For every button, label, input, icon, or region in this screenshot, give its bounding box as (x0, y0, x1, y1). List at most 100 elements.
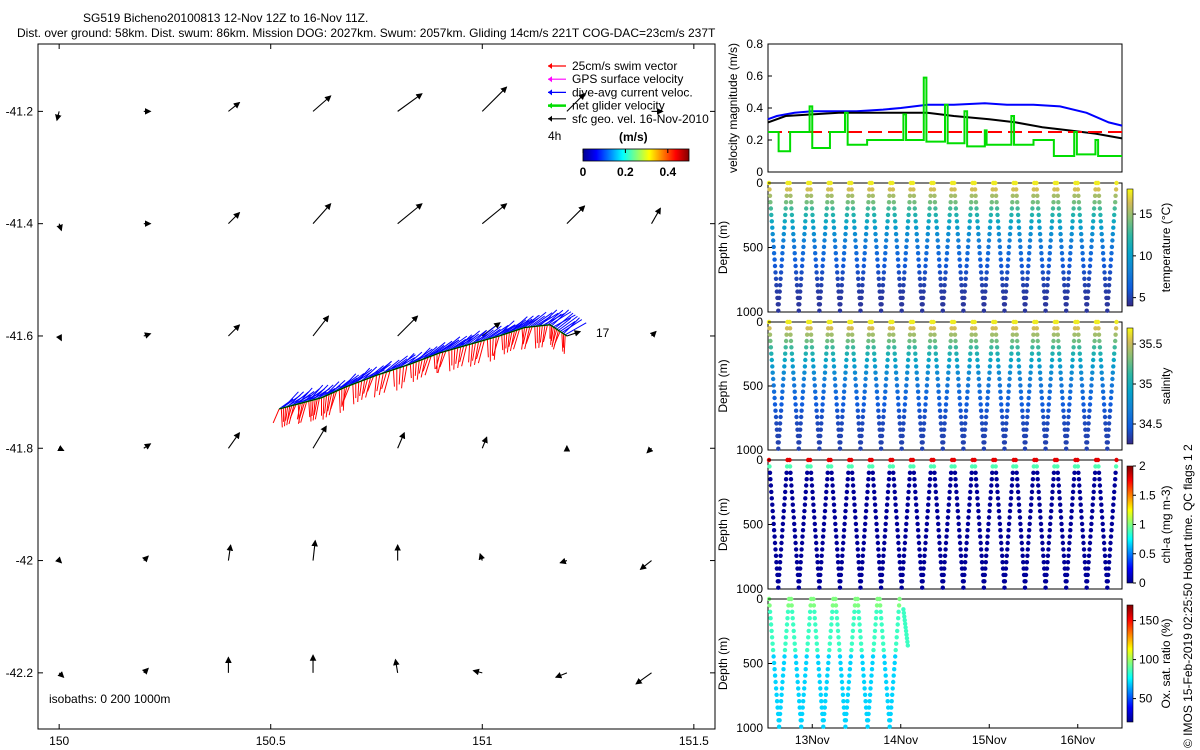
cast-point (862, 686, 867, 691)
cast-point (1085, 572, 1090, 578)
cast-point (957, 395, 962, 401)
geo-arrow (226, 544, 234, 561)
cast-point (964, 263, 969, 269)
cast-point (815, 283, 820, 288)
cast-point (862, 251, 867, 256)
cast-point (878, 609, 883, 614)
cast-point (1045, 553, 1051, 558)
cast-point (859, 647, 864, 653)
cast-point (1085, 302, 1090, 307)
cast-point (1058, 238, 1064, 243)
cast-point (780, 679, 785, 685)
cast-point (1070, 351, 1076, 356)
cast-point (769, 357, 774, 363)
cast-point (798, 283, 803, 288)
cast-point (1015, 212, 1021, 218)
cast-point (901, 607, 906, 612)
cast-point (1084, 308, 1089, 313)
cast-point (788, 477, 794, 482)
cast-point (957, 540, 963, 546)
cast-point (899, 446, 904, 451)
dive-current-vector (328, 379, 346, 395)
cast-point (802, 225, 808, 230)
cast-point (892, 206, 897, 211)
cast-point (838, 302, 843, 307)
cast-point (1085, 579, 1090, 584)
cast-point (839, 427, 844, 432)
cast-point (1082, 560, 1088, 565)
cast-point (1076, 332, 1081, 337)
swim-vector (311, 399, 314, 417)
cast-point (779, 534, 785, 539)
cast-point (860, 414, 865, 420)
cast-point (842, 244, 847, 250)
cast-point (890, 464, 896, 469)
cast-point (778, 553, 783, 558)
cast-point (993, 457, 998, 463)
cast-point (810, 357, 816, 363)
cast-point (850, 628, 856, 634)
cast-point (802, 508, 807, 514)
cast-point (943, 270, 948, 275)
cast-point (840, 547, 845, 552)
cast-point (934, 219, 939, 224)
cast-point (1080, 395, 1086, 401)
cast-point (976, 376, 981, 382)
cast-point (832, 238, 838, 243)
dive-current-vector (448, 338, 467, 351)
cast-point (841, 528, 847, 533)
cast-point (843, 370, 848, 375)
cast-point (1036, 496, 1042, 501)
cast-point (816, 667, 821, 672)
cast-point (902, 547, 907, 552)
cast-point (1027, 515, 1033, 520)
depth-axis-label: Depth (m) (716, 498, 730, 551)
cast-point (800, 257, 805, 262)
cast-point (1088, 395, 1093, 401)
cast-point (845, 483, 850, 488)
cast-point (998, 257, 1003, 262)
swim-vector (286, 406, 291, 426)
cast-point (791, 231, 796, 237)
cast-point (920, 585, 925, 590)
cast-point (1034, 326, 1040, 331)
cast-point (780, 521, 786, 527)
cast-point (953, 200, 958, 205)
cast-point (932, 332, 937, 337)
cast-point (845, 477, 850, 482)
cast-point (1079, 383, 1085, 388)
cast-point (845, 345, 850, 350)
cast-point (892, 660, 897, 666)
cast-point (1039, 395, 1045, 401)
cast-point (792, 395, 798, 401)
cast-point (881, 270, 887, 275)
cast-point (1037, 364, 1042, 369)
cast-point (905, 231, 910, 237)
cast-point (906, 345, 912, 350)
cast-point (871, 483, 876, 488)
cast-point (770, 231, 775, 237)
cast-point (884, 376, 889, 382)
cast-point (1027, 238, 1033, 243)
cast-point (881, 547, 887, 552)
cast-point (977, 521, 982, 527)
cast-point (858, 641, 864, 646)
cast-point (1019, 263, 1024, 269)
cast-point (893, 231, 899, 237)
cast-point (851, 219, 857, 224)
cast-point (912, 477, 917, 482)
cast-point (1105, 440, 1111, 445)
cast-point (985, 257, 990, 262)
cast-point (1109, 251, 1114, 256)
cast-point (883, 389, 888, 394)
cast-point (1003, 295, 1008, 301)
cast-point (810, 489, 815, 495)
depth-tick-label: 1000 (736, 443, 763, 457)
cast-point (973, 193, 978, 198)
cast-point (838, 660, 843, 666)
swim-vector (420, 358, 426, 378)
cast-point (956, 521, 961, 527)
cast-point (772, 395, 777, 401)
cast-point (1065, 427, 1070, 432)
cast-point (947, 212, 952, 218)
